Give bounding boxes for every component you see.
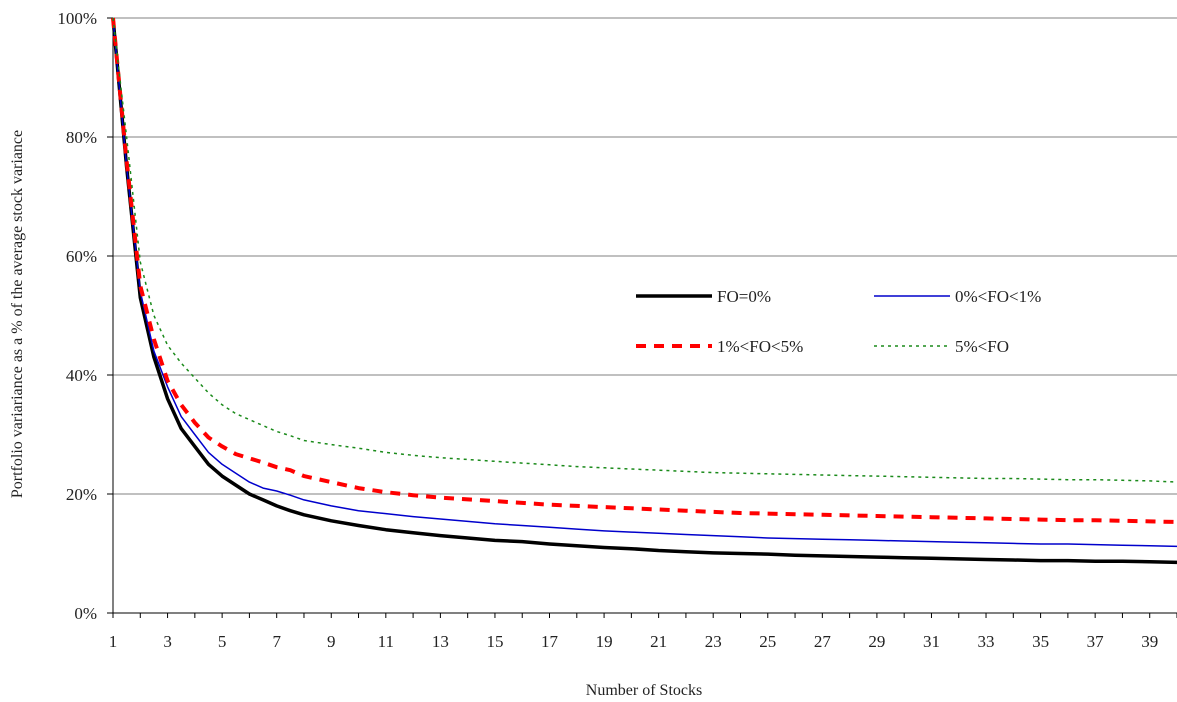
y-tick-label: 40% xyxy=(66,366,97,385)
x-tick-label: 35 xyxy=(1032,632,1049,651)
x-tick-label: 15 xyxy=(486,632,503,651)
x-tick-label: 29 xyxy=(868,632,885,651)
series-line-1 xyxy=(111,17,1177,565)
series-line-3 xyxy=(111,17,1177,524)
series-line-4 xyxy=(112,17,1177,483)
x-tick-label: 39 xyxy=(1141,632,1158,651)
axes xyxy=(107,17,1177,618)
x-tick-label: 7 xyxy=(272,632,281,651)
x-tick-label: 5 xyxy=(218,632,227,651)
x-tick-label: 11 xyxy=(378,632,394,651)
series-layer xyxy=(111,17,1177,565)
legend-label-2: 0%<FO<1% xyxy=(955,287,1041,306)
legend-label-4: 5%<FO xyxy=(955,337,1009,356)
x-tick-label: 17 xyxy=(541,632,559,651)
x-tick-label: 23 xyxy=(705,632,722,651)
y-tick-label: 100% xyxy=(57,9,97,28)
x-tick-label: 27 xyxy=(814,632,832,651)
y-axis-title: Portfolio variariance as a % of the aver… xyxy=(9,130,26,498)
x-axis-title: Number of Stocks xyxy=(586,682,702,699)
x-tick-label: 3 xyxy=(163,632,172,651)
x-tick-label: 25 xyxy=(759,632,776,651)
x-tick-label: 13 xyxy=(432,632,449,651)
x-tick-label: 37 xyxy=(1087,632,1105,651)
x-tick-label: 33 xyxy=(978,632,995,651)
legend-label-3: 1%<FO<5% xyxy=(717,337,803,356)
y-tick-label: 0% xyxy=(74,604,97,623)
x-tick-label: 9 xyxy=(327,632,336,651)
legend: FO=0% 0%<FO<1% 1%<FO<5% 5%<FO xyxy=(636,287,1041,356)
x-tick-label: 19 xyxy=(596,632,613,651)
x-tick-label: 1 xyxy=(109,632,118,651)
tick-labels: 0%20%40%60%80%100%1 3 5 7 9 11 13 15 17 19 21 23 25 2… xyxy=(57,9,1158,651)
gridlines xyxy=(113,17,1177,495)
series-line-2 xyxy=(112,17,1177,548)
x-tick-label: 21 xyxy=(650,632,667,651)
y-tick-label: 20% xyxy=(66,485,97,504)
x-tick-label: 31 xyxy=(923,632,940,651)
legend-label-1: FO=0% xyxy=(717,287,771,306)
y-tick-label: 60% xyxy=(66,247,97,266)
y-tick-label: 80% xyxy=(66,128,97,147)
